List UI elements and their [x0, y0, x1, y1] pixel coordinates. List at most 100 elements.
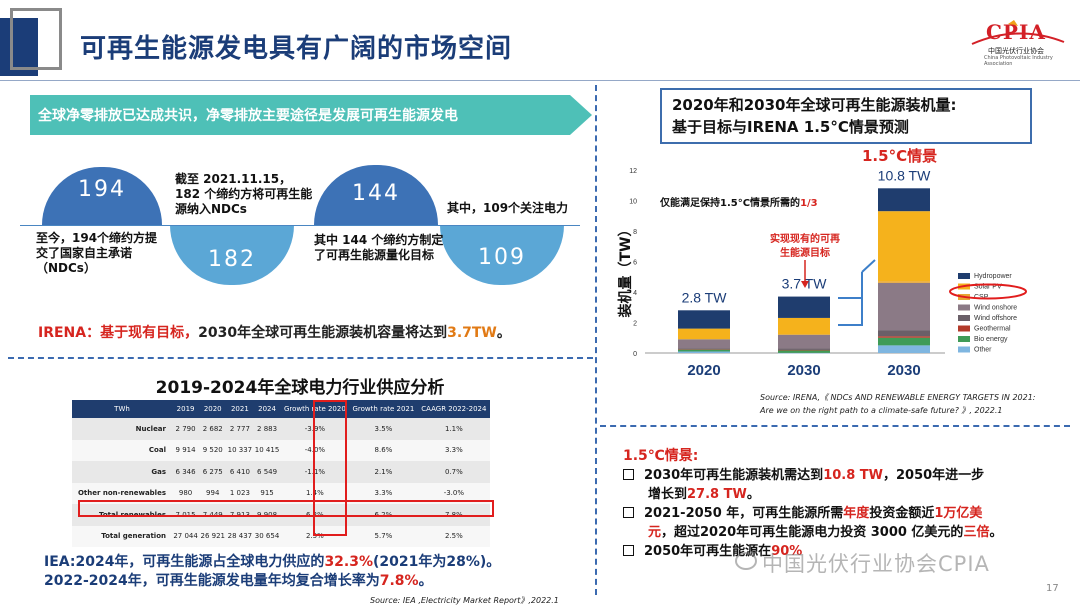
bar-segment [678, 349, 730, 350]
consensus-banner: 全球净零排放已达成共识，净零排放主要途径是发展可再生能源发电 [30, 95, 570, 135]
bar-segment [878, 337, 930, 346]
legend-swatch [958, 315, 970, 321]
circle-144-top: 144 [314, 165, 438, 225]
solar-highlight-ellipse [949, 283, 1027, 300]
y-tick-label: 0 [633, 351, 637, 358]
table-row: Nuclear 2 790 2 682 2 777 2 883 -3.9% 3.5% 1.1% [72, 418, 490, 440]
circle-194-top: 194 [42, 167, 162, 225]
checkbox-icon [623, 469, 634, 480]
y-tick-label: 10 [629, 199, 637, 206]
bar-segment [878, 188, 930, 212]
x-tick-label: 2020 [687, 362, 720, 379]
bar-segment [878, 330, 930, 337]
header-divider [0, 80, 1080, 81]
scenario-label: 1.5°C情景 [862, 147, 938, 165]
legend-swatch [958, 304, 970, 311]
bar-segment [678, 339, 730, 349]
watermark: 中国光伏行业协会CPIA [762, 552, 990, 576]
bracket-arrow [861, 259, 876, 273]
bar-segment [778, 348, 830, 350]
table-row: Gas 6 346 6 275 6 410 6 549 -1.1% 2.1% 0.7% [72, 461, 490, 483]
legend-label: Wind onshore [974, 305, 1017, 312]
bar-segment [678, 310, 730, 329]
irena-statement: IRENA：基于现有目标，2030年全球可再生能源装机容量将达到3.7TW。 [38, 325, 511, 341]
bullet-capacity: 2030年可再生能源装机需达到10.8 TW，2050年进一步 增长到27.8 … [623, 466, 1053, 504]
header-frame [10, 8, 62, 70]
bar-segment [878, 281, 930, 283]
header-accent-bar [0, 18, 38, 76]
bar-segment [778, 317, 830, 335]
annotation-ndc-line2: 生能源目标 [780, 246, 830, 259]
logo-swoosh-icon [971, 20, 1065, 45]
highlight-renewables-row [78, 500, 494, 517]
page-title: 可再生能源发电具有广阔的市场空间 [80, 34, 513, 64]
y-tick-label: 4 [633, 290, 637, 297]
x-tick-label: 2030 [887, 362, 920, 379]
section-divider-vertical [595, 85, 597, 595]
text-182: 截至 2021.11.15，182 个缔约方将可再生能源纳入NDCs [175, 172, 313, 216]
legend-label: Wind offshore [974, 315, 1017, 322]
legend-swatch [958, 273, 970, 279]
legend-swatch [958, 325, 970, 332]
x-tick-label: 2030 [787, 362, 820, 379]
annotation-one-third: 仅能满足保持1.5°C情景所需的1/3 [659, 196, 818, 209]
power-supply-table: TWh 2019 2020 2021 2024 Growth rate 2020… [72, 400, 490, 547]
legend-label: Geothermal [974, 326, 1011, 333]
legend-label: Bio energy [974, 336, 1008, 343]
checkbox-icon [623, 545, 634, 556]
y-tick-label: 2 [633, 321, 637, 328]
bracket-connector [838, 272, 863, 326]
table-row-renewables: Total renewables 7 015 7 449 7 913 9 908 6.2%… [72, 504, 490, 526]
text-109: 其中，109个关注电力 [447, 201, 569, 215]
y-tick-label: 6 [633, 260, 637, 267]
table-header-row: TWh 2019 2020 2021 2024 Growth rate 2020… [72, 400, 490, 418]
chart-source: Source: IRENA,《 NDCs AND RENEWABLE ENERG… [760, 393, 1036, 415]
text-144: 其中 144 个缔约方制定了可再生能源量化目标 [314, 233, 444, 262]
section-divider-left [8, 357, 593, 359]
bar-segment [678, 349, 730, 352]
scenario-title: 1.5℃情景: [623, 448, 699, 464]
chart-title-box: 2020年和2030年全球可再生能源装机量: 基于目标与IRENA 1.5°C情… [660, 88, 1032, 144]
bar-segment [678, 328, 730, 340]
legend-swatch [958, 346, 970, 353]
bar-segment [878, 211, 930, 282]
y-axis-label: 装机量（TW） [617, 223, 634, 319]
table-source: Source: IEA ,Electricity Market Report》,… [370, 596, 559, 605]
bar-segment [778, 352, 830, 354]
banner-arrow-tip [570, 95, 592, 135]
arrow-head-icon [801, 281, 809, 288]
legend-swatch [958, 336, 970, 342]
bullet-investment: 2021-2050 年，可再生能源所需年度投资金额近1万亿美 元，超过2020年… [623, 504, 1053, 542]
bar-segment [778, 349, 830, 351]
section-divider-right [600, 425, 1070, 427]
bar-segment [878, 282, 930, 331]
checkbox-icon [623, 507, 634, 518]
circle-182-bottom: 182 [170, 225, 294, 285]
page-number: 17 [1046, 583, 1059, 594]
circle-109-bottom: 109 [440, 225, 564, 285]
iea-statement: IEA:2024年，可再生能源占全球电力供应的32.3%(2021年为28%)。… [44, 554, 501, 589]
circles-baseline [20, 225, 580, 226]
y-tick-label: 8 [633, 229, 637, 236]
bar-segment [778, 350, 830, 353]
bar-segment [678, 351, 730, 353]
legend-label: Hydropower [974, 273, 1012, 280]
legend-label: Other [974, 347, 992, 354]
wechat-icon [735, 552, 757, 570]
bar-total-label: 10.8 TW [878, 167, 931, 183]
bar-total-label: 2.8 TW [682, 289, 728, 305]
table-row: Coal 9 914 9 520 10 337 10 415 -4.0% 8.6% 3.3% [72, 439, 490, 461]
table-row-total: Total generation 27 044 26 921 28 437 30 654… [72, 525, 490, 547]
cpia-logo: CPIA 中国光伏行业协会 China Photovoltaic Industr… [968, 20, 1068, 67]
legend-label: Solar PV [974, 284, 1002, 291]
table-title: 2019-2024年全球电力行业供应分析 [155, 378, 445, 398]
text-194: 至今，194个缔约方提交了国家自主承诺（NDCs） [36, 231, 158, 275]
annotation-ndc-line1: 实现现有的可再 [770, 232, 840, 245]
highlight-2024-column [313, 400, 347, 536]
bar-segment [878, 336, 930, 338]
table-row: Other non-renewables 980 994 1 023 915 1.4% 3.… [72, 482, 490, 504]
bar-segment [678, 348, 730, 350]
bar-segment [778, 334, 830, 349]
bar-segment [778, 296, 830, 318]
